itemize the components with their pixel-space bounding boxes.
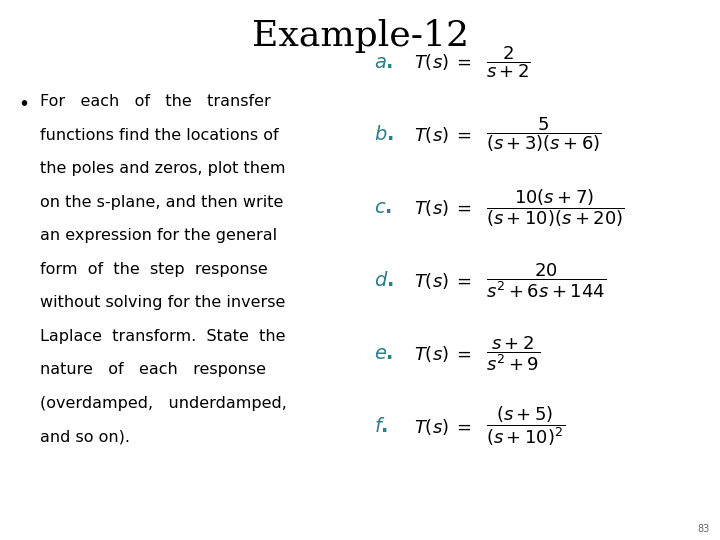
Text: and so on).: and so on).: [40, 429, 130, 444]
Text: $\mathbf{\mathit{d}.}$: $\mathbf{\mathit{d}.}$: [374, 271, 394, 291]
Text: $T(s)\;=$: $T(s)\;=$: [414, 52, 472, 72]
Text: Example-12: Example-12: [251, 19, 469, 53]
Text: functions find the locations of: functions find the locations of: [40, 128, 278, 143]
Text: $\dfrac{s+2}{s^2+9}$: $\dfrac{s+2}{s^2+9}$: [486, 334, 540, 373]
Text: $T(s)\;=$: $T(s)\;=$: [414, 416, 472, 437]
Text: $\mathbf{\mathit{c}.}$: $\mathbf{\mathit{c}.}$: [374, 198, 392, 218]
Text: (overdamped,   underdamped,: (overdamped, underdamped,: [40, 396, 287, 411]
Text: $\dfrac{5}{(s+3)(s+6)}$: $\dfrac{5}{(s+3)(s+6)}$: [486, 116, 602, 154]
Text: $\dfrac{10(s+7)}{(s+10)(s+20)}$: $\dfrac{10(s+7)}{(s+10)(s+20)}$: [486, 187, 625, 229]
Text: form  of  the  step  response: form of the step response: [40, 262, 267, 277]
Text: $\dfrac{20}{s^2+6s+144}$: $\dfrac{20}{s^2+6s+144}$: [486, 261, 606, 300]
Text: 83: 83: [697, 523, 709, 534]
Text: $T(s)\;=$: $T(s)\;=$: [414, 198, 472, 218]
Text: $T(s)\;=$: $T(s)\;=$: [414, 343, 472, 364]
Text: $T(s)\;=$: $T(s)\;=$: [414, 271, 472, 291]
Text: an expression for the general: an expression for the general: [40, 228, 276, 244]
Text: $\dfrac{2}{s+2}$: $\dfrac{2}{s+2}$: [486, 44, 531, 80]
Text: $\mathbf{\mathit{e}.}$: $\mathbf{\mathit{e}.}$: [374, 344, 394, 363]
Text: without solving for the inverse: without solving for the inverse: [40, 295, 285, 310]
Text: •: •: [18, 94, 29, 113]
Text: For   each   of   the   transfer: For each of the transfer: [40, 94, 270, 110]
Text: $\dfrac{(s+5)}{(s+10)^2}$: $\dfrac{(s+5)}{(s+10)^2}$: [486, 404, 565, 449]
Text: $\mathbf{\mathit{a}.}$: $\mathbf{\mathit{a}.}$: [374, 52, 394, 72]
Text: $\mathbf{\mathit{b}.}$: $\mathbf{\mathit{b}.}$: [374, 125, 394, 145]
Text: $T(s)\;=$: $T(s)\;=$: [414, 125, 472, 145]
Text: the poles and zeros, plot them: the poles and zeros, plot them: [40, 161, 285, 177]
Text: Laplace  transform.  State  the: Laplace transform. State the: [40, 329, 285, 344]
Text: nature   of   each   response: nature of each response: [40, 362, 266, 377]
Text: $\mathbf{\mathit{f}.}$: $\mathbf{\mathit{f}.}$: [374, 417, 389, 436]
Text: on the s-plane, and then write: on the s-plane, and then write: [40, 195, 283, 210]
